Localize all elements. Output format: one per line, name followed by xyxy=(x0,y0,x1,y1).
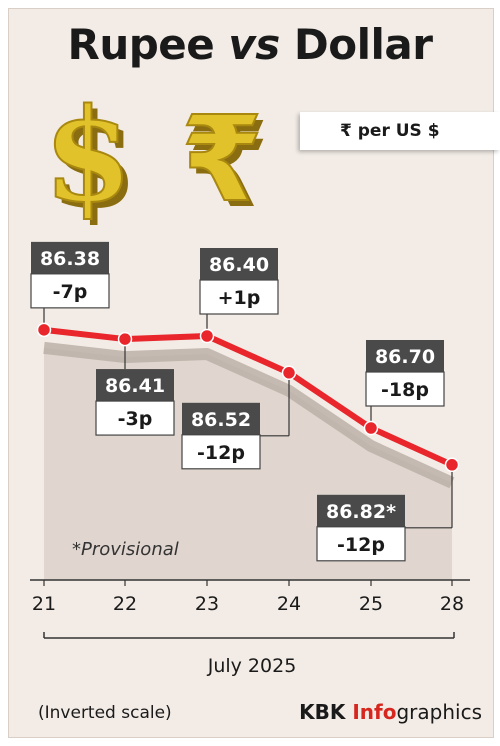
tick-label-24: 24 xyxy=(277,593,301,615)
data-label-23: 86.40 +1p xyxy=(199,248,279,315)
series-line xyxy=(41,326,455,468)
value-label: 86.70 xyxy=(375,346,435,368)
change-label: -3p xyxy=(118,408,153,430)
chart-title: Rupee vs Dollar xyxy=(0,20,500,69)
tick-label-23: 23 xyxy=(195,593,219,615)
value-label: 86.82* xyxy=(326,501,396,523)
svg-text:$: $ xyxy=(43,81,132,231)
data-point-25 xyxy=(363,420,379,436)
data-label-25: 86.70 -18p xyxy=(365,340,445,407)
change-box xyxy=(30,273,110,309)
tick-label-21: 21 xyxy=(32,593,56,615)
value-label: 86.38 xyxy=(40,248,100,270)
data-point-28 xyxy=(444,457,460,473)
change-label: -7p xyxy=(53,281,88,303)
data-label-21: 86.38 -7p xyxy=(30,241,110,309)
data-point-23 xyxy=(199,328,215,344)
change-box xyxy=(95,400,175,436)
value-label: 86.52 xyxy=(191,409,251,431)
value-box xyxy=(182,402,260,435)
change-box xyxy=(316,526,406,562)
data-label-28: 86.82* -12p xyxy=(316,494,406,562)
change-box xyxy=(199,279,279,315)
tick-label-22: 22 xyxy=(113,593,137,615)
x-axis-label: July 2025 xyxy=(207,655,297,677)
data-labels: 86.38 -7p 86.41 -3p 86.40 +1p 86.52 -12p 86.70 -1… xyxy=(30,241,445,562)
value-label: 86.40 xyxy=(209,254,269,276)
tick-label-28: 28 xyxy=(440,593,464,615)
value-box xyxy=(96,369,174,402)
brand-info: Info xyxy=(352,700,397,724)
line-shadow xyxy=(43,341,455,489)
title-right: Dollar xyxy=(293,20,433,69)
data-label-24: 86.52 -12p xyxy=(181,402,261,470)
data-point-21 xyxy=(36,322,52,338)
change-label: +1p xyxy=(218,287,261,309)
data-point-22 xyxy=(117,331,133,347)
title-vs: vs xyxy=(228,20,280,69)
inverted-scale-note: (Inverted scale) xyxy=(38,703,172,723)
change-box xyxy=(181,434,261,470)
plot-area: 86.38 -7p 86.41 -3p 86.40 +1p 86.52 -12p 86.70 -1… xyxy=(30,241,470,677)
rupee-sign-icon: ₹ ₹ xyxy=(180,89,269,234)
value-box xyxy=(366,340,444,372)
svg-text:₹: ₹ xyxy=(187,96,269,234)
value-label: 86.41 xyxy=(105,375,165,397)
svg-text:₹: ₹ xyxy=(181,90,263,228)
dollar-sign-icon: $ $ xyxy=(42,80,138,237)
value-box xyxy=(317,494,405,527)
brand-kbk: KBK xyxy=(299,700,353,724)
change-label: -18p xyxy=(381,379,429,401)
x-axis-ticks: 21 22 23 24 25 28 xyxy=(32,580,464,615)
value-box xyxy=(200,248,278,280)
title-left: Rupee xyxy=(67,20,215,69)
change-label: -12p xyxy=(337,534,385,556)
brand-graphics: graphics xyxy=(396,700,482,724)
change-box xyxy=(365,371,445,407)
change-label: -12p xyxy=(197,442,245,464)
data-points xyxy=(36,322,460,473)
value-box xyxy=(31,241,109,274)
provisional-note: *Provisional xyxy=(72,539,179,560)
svg-text:$: $ xyxy=(49,87,138,237)
brand-logo: KBK Infographics xyxy=(299,700,482,724)
data-point-24 xyxy=(281,365,297,381)
unit-label: ₹ per US $ xyxy=(300,112,500,150)
tick-label-25: 25 xyxy=(359,593,383,615)
data-label-22: 86.41 -3p xyxy=(95,369,175,436)
